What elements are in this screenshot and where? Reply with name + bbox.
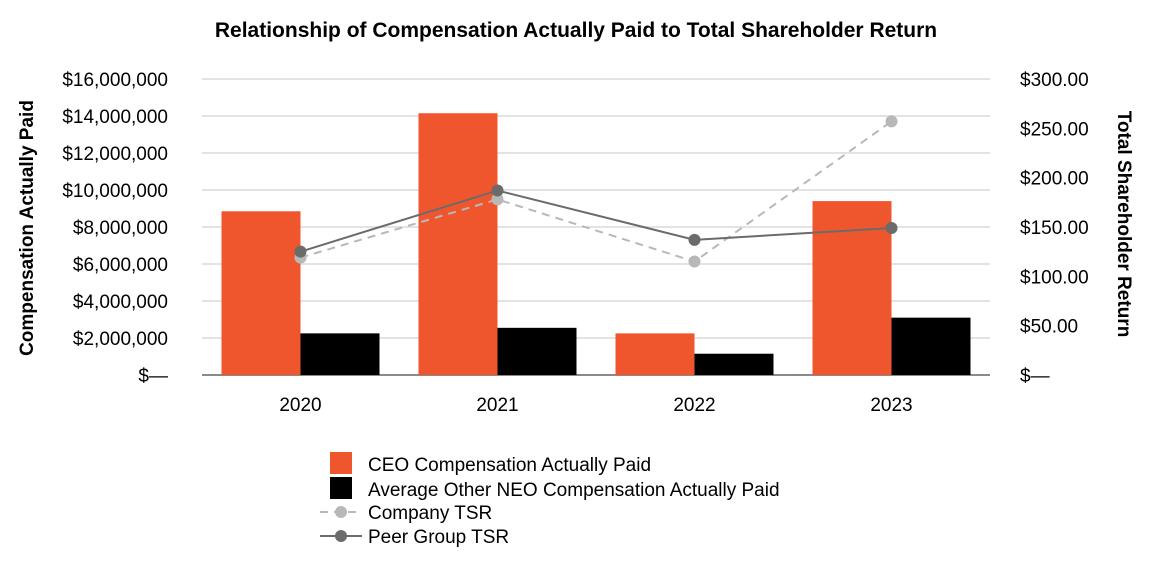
legend-swatch-ceo xyxy=(330,452,352,474)
y-tick-label: $12,000,000 xyxy=(62,144,168,165)
y-tick-label: $4,000,000 xyxy=(73,292,168,313)
grid xyxy=(202,78,990,376)
chart-title: Relationship of Compensation Actually Pa… xyxy=(215,19,937,42)
neo-cap-bar xyxy=(694,353,774,375)
company-tsr-line xyxy=(300,120,893,263)
y2-axis-title: Total Shareholder Return xyxy=(1113,111,1134,338)
legend-label: Average Other NEO Compensation Actually … xyxy=(368,480,780,501)
ceo-cap-bar xyxy=(221,211,301,375)
neo-cap-bar xyxy=(497,327,577,375)
x-tick-label: 2023 xyxy=(870,395,912,416)
y-tick-label: $16,000,000 xyxy=(62,70,168,91)
y-tick-label: $8,000,000 xyxy=(73,218,168,239)
peer-tsr-point xyxy=(885,221,898,234)
peer-tsr-point xyxy=(688,233,701,246)
y-axis-ticks: $— $2,000,000 $4,000,000 $6,000,000 $8,000,0… xyxy=(62,70,168,387)
x-tick-label: 2021 xyxy=(476,395,518,416)
legend: CEO Compensation Actually Paid Average Ot… xyxy=(320,452,780,548)
legend-marker-company-tsr xyxy=(335,506,347,518)
ceo-cap-bar xyxy=(615,333,695,375)
y2-tick-label: $150.00 xyxy=(1020,218,1089,239)
bars xyxy=(221,113,971,375)
y-tick-label: $14,000,000 xyxy=(62,107,168,128)
legend-label: CEO Compensation Actually Paid xyxy=(368,455,651,476)
legend-label: Peer Group TSR xyxy=(368,527,509,548)
x-axis-ticks: 2020 2021 2022 2023 xyxy=(279,395,912,416)
company-tsr-point xyxy=(491,193,504,206)
tsr-lines xyxy=(294,115,898,268)
legend-label: Company TSR xyxy=(368,503,492,524)
ceo-cap-bar xyxy=(418,113,498,375)
x-tick-label: 2020 xyxy=(279,395,321,416)
ceo-cap-bar xyxy=(812,201,892,375)
y2-tick-label: $— xyxy=(1020,366,1050,387)
peer-tsr-line xyxy=(300,189,892,253)
peer-tsr-point xyxy=(294,245,307,258)
company-tsr-point xyxy=(885,115,898,128)
y-tick-label: $— xyxy=(138,366,168,387)
x-tick-label: 2022 xyxy=(673,395,715,416)
y-tick-label: $6,000,000 xyxy=(73,255,168,276)
legend-swatch-neo xyxy=(330,477,352,499)
y2-tick-label: $300.00 xyxy=(1020,70,1089,91)
neo-cap-bar xyxy=(891,317,971,375)
y2-tick-label: $50.00 xyxy=(1020,317,1078,338)
company-tsr-point xyxy=(688,255,701,268)
y2-tick-label: $250.00 xyxy=(1020,119,1089,140)
y-axis-title: Compensation Actually Paid xyxy=(17,100,38,356)
peer-tsr-point xyxy=(491,184,504,197)
neo-cap-bar xyxy=(300,333,380,375)
y2-tick-label: $100.00 xyxy=(1020,267,1089,288)
y2-tick-label: $200.00 xyxy=(1020,169,1089,190)
y-tick-label: $2,000,000 xyxy=(73,329,168,350)
legend-marker-peer-tsr xyxy=(335,530,347,542)
y-tick-label: $10,000,000 xyxy=(62,181,168,202)
y2-axis-ticks: $— $50.00 $100.00 $150.00 $200.00 $250.00 $300… xyxy=(1020,70,1089,387)
